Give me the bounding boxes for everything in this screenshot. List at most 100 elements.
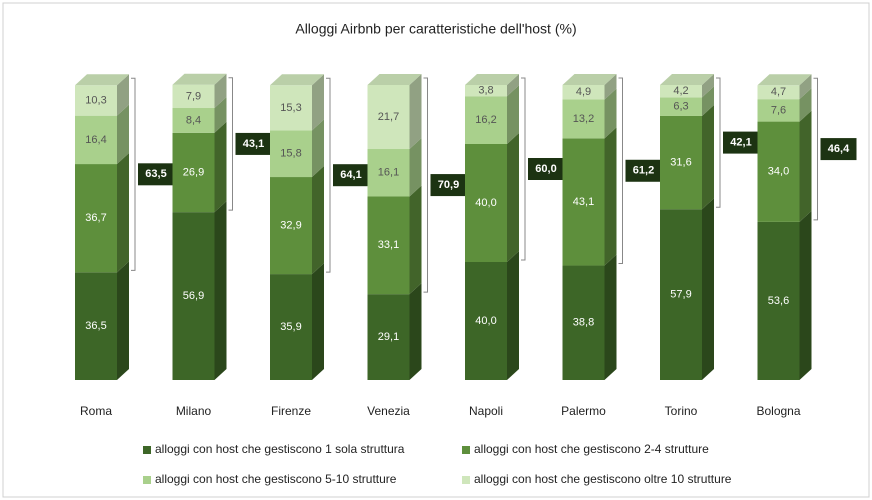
value-label: 56,9: [183, 290, 204, 302]
total-label: 46,4: [828, 143, 850, 155]
bar-segment: [172, 84, 215, 109]
value-label: 21,7: [378, 111, 399, 123]
value-label: 3,8: [478, 85, 493, 97]
bar-side: [702, 86, 714, 116]
bracket: [131, 77, 136, 271]
bracket: [423, 77, 428, 293]
chart-title: Alloggi Airbnb per caratteristiche dell'…: [295, 21, 576, 37]
bar-side: [702, 104, 714, 210]
bar-segment: [465, 262, 507, 380]
x-tick-label: Venezia: [367, 404, 410, 418]
bar-side: [507, 251, 519, 380]
value-label: 36,5: [85, 320, 106, 332]
value-label: 43,1: [573, 196, 594, 208]
legend-swatch: [462, 476, 470, 484]
bar-side: [702, 198, 714, 380]
bar-segment: [367, 149, 410, 197]
bar-side: [702, 74, 714, 98]
bar-segment: [270, 177, 312, 275]
value-label: 4,2: [673, 85, 688, 97]
legend-label: alloggi con host che gestiscono 1 sola s…: [155, 442, 405, 456]
bracket: [618, 77, 623, 265]
bracket: [228, 77, 233, 211]
value-label: 38,8: [573, 317, 594, 329]
value-label: 34,0: [768, 166, 789, 178]
bar-segment: [465, 96, 507, 144]
bar-top: [562, 74, 617, 85]
total-label: 70,9: [438, 179, 459, 191]
bar-segment: [757, 85, 800, 100]
value-label: 53,6: [768, 295, 789, 307]
bar-side: [409, 283, 422, 380]
bar-segment: [270, 130, 312, 178]
total-label: 63,5: [145, 168, 166, 180]
value-label: 36,7: [85, 212, 106, 224]
x-tick-label: Milano: [176, 404, 212, 418]
total-box: [723, 131, 759, 154]
bar-segment: [270, 85, 312, 131]
x-tick-label: Firenze: [271, 404, 311, 418]
bar-segment: [562, 99, 605, 139]
bar-segment: [367, 85, 410, 150]
bar-segment: [270, 274, 312, 380]
bar-side: [117, 153, 129, 273]
value-label: 4,9: [576, 86, 591, 98]
legend-swatch: [462, 446, 470, 454]
bar-top: [757, 74, 812, 86]
bar-segment: [172, 212, 215, 380]
value-label: 10,3: [85, 94, 106, 106]
bracket: [813, 77, 818, 221]
bar-segment: [75, 164, 117, 273]
value-label: 35,9: [280, 321, 301, 333]
value-label: 31,6: [670, 156, 691, 168]
bar-segment: [660, 97, 702, 116]
total-label: 60,0: [535, 163, 556, 175]
total-label: 43,1: [243, 138, 264, 150]
value-label: 8,4: [186, 114, 201, 126]
bar-segment: [367, 196, 410, 295]
value-label: 40,0: [475, 315, 496, 327]
bar-segment: [757, 221, 800, 380]
value-label: 16,4: [85, 134, 106, 146]
bracket: [521, 77, 526, 261]
value-label: 29,1: [378, 331, 399, 343]
bar-top: [465, 74, 519, 85]
value-label: 15,8: [280, 148, 301, 160]
bar-segment: [465, 144, 507, 262]
bar-side: [799, 74, 812, 100]
x-tick-label: Torino: [665, 404, 698, 418]
bar-side: [604, 88, 617, 139]
bar-segment: [562, 265, 605, 380]
total-box: [820, 138, 857, 161]
bar-segment: [75, 272, 117, 380]
bar-segment: [660, 115, 702, 210]
value-label: 26,9: [183, 166, 204, 178]
bar-side: [799, 210, 812, 380]
x-tick-label: Bologna: [756, 404, 800, 418]
total-box: [333, 164, 369, 187]
bar-segment: [660, 209, 702, 380]
bar-side: [214, 73, 227, 109]
value-label: 32,9: [280, 219, 301, 231]
x-tick-label: Napoli: [469, 404, 503, 418]
bar-segment: [465, 85, 507, 97]
bar-side: [799, 110, 812, 222]
value-label: 40,0: [475, 197, 496, 209]
bar-side: [117, 104, 129, 165]
total-box: [235, 132, 272, 155]
value-label: 4,7: [771, 86, 786, 98]
bar-side: [214, 121, 227, 213]
bar-segment: [172, 132, 215, 213]
bar-side: [312, 166, 324, 275]
total-box: [625, 159, 662, 182]
bar-side: [507, 74, 519, 97]
bar-side: [117, 261, 129, 380]
bar-top: [660, 74, 714, 85]
bar-segment: [562, 138, 605, 266]
bracket: [716, 77, 721, 208]
value-label: 6,3: [673, 101, 688, 113]
legend-label: alloggi con host che gestiscono 2-4 stru…: [474, 442, 709, 456]
legend-swatch: [143, 446, 151, 454]
bar-side: [312, 119, 324, 178]
